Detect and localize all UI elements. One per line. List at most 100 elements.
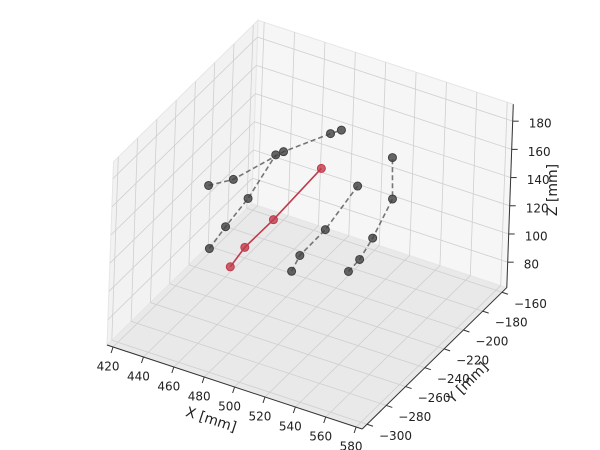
grid-line <box>378 62 387 246</box>
x-tick <box>201 376 205 384</box>
y-tick-label: −300 <box>379 429 412 443</box>
grid-line <box>253 149 509 235</box>
panes <box>106 19 514 430</box>
point <box>320 225 330 235</box>
point <box>343 266 353 276</box>
x-tick-label: 480 <box>188 390 211 404</box>
grid-line <box>130 321 387 406</box>
point <box>295 250 305 260</box>
y-tick <box>386 404 393 408</box>
point <box>225 262 235 272</box>
grid-line <box>169 100 177 284</box>
grid-line <box>227 226 483 312</box>
grid-line <box>257 22 265 206</box>
point <box>316 163 326 173</box>
grid-line <box>246 207 503 293</box>
grid-line <box>256 64 512 150</box>
grid-line <box>207 62 216 246</box>
grid-line <box>287 32 295 216</box>
point <box>388 194 398 204</box>
series-line <box>290 185 359 272</box>
z-axis-line <box>506 104 514 288</box>
point <box>271 150 281 160</box>
series-line <box>208 154 277 250</box>
z-tick-label: 120 <box>526 201 549 215</box>
grid-line <box>252 177 508 263</box>
grid-line <box>149 119 158 303</box>
point <box>387 153 397 163</box>
grid-line <box>439 82 447 266</box>
x-tick <box>323 416 327 424</box>
y-tick-label: −260 <box>418 391 451 405</box>
point <box>221 222 231 232</box>
y-tick-label: −180 <box>495 316 528 330</box>
grid-line <box>150 302 406 387</box>
point <box>204 244 214 254</box>
x-tick <box>262 396 266 404</box>
x-tick <box>110 346 114 354</box>
point <box>228 174 238 184</box>
point <box>240 242 250 252</box>
x-tick <box>353 426 357 434</box>
y-tick <box>443 348 451 352</box>
y-tick <box>463 329 470 333</box>
grid-line <box>255 93 511 178</box>
grid-line <box>208 245 464 331</box>
point <box>326 129 336 139</box>
series-line <box>229 167 322 268</box>
y-tick-label: −220 <box>456 353 489 367</box>
grid-line <box>111 156 119 341</box>
grid-line <box>108 149 254 292</box>
x-tick <box>140 356 144 364</box>
y-tick <box>482 310 489 314</box>
z-tick-label: 180 <box>529 117 552 131</box>
y-tick <box>424 367 432 371</box>
x-tick <box>171 366 175 374</box>
grid-line <box>130 138 138 322</box>
x-tick-label: 540 <box>279 420 302 434</box>
grid-line <box>188 81 196 265</box>
point <box>268 215 278 225</box>
x-tick-label: 520 <box>249 410 272 424</box>
point <box>336 125 346 135</box>
grid-line <box>500 102 508 286</box>
y-tick <box>405 386 412 390</box>
grid-line <box>246 24 254 209</box>
grid-line <box>111 65 257 208</box>
point <box>368 233 378 243</box>
x-tick <box>232 386 236 394</box>
x-tick-label: 440 <box>127 370 150 384</box>
grid-line <box>112 36 258 179</box>
z-tick-label: 140 <box>527 173 550 187</box>
grid-line <box>469 92 478 276</box>
y-tick <box>366 423 374 427</box>
y-tick-label: −280 <box>398 410 431 424</box>
y-axis-line <box>361 287 508 430</box>
point <box>287 266 297 276</box>
grid-line <box>169 283 425 369</box>
grid-line <box>109 121 255 264</box>
point <box>355 254 365 264</box>
grid-line <box>188 264 445 350</box>
grid-line <box>110 93 256 236</box>
grid-line <box>318 42 326 226</box>
x-axis-line <box>106 344 363 430</box>
z-axis-label: Z [mm] <box>545 164 561 216</box>
grid-line <box>348 52 356 236</box>
grid-line <box>254 121 510 207</box>
point <box>279 147 289 157</box>
grid-line <box>257 36 513 122</box>
x-tick-label: 560 <box>309 430 332 444</box>
point <box>353 181 363 191</box>
z-tick-label: 80 <box>524 258 539 272</box>
x-tick-label: 420 <box>97 360 120 374</box>
x-tick <box>292 406 296 414</box>
point <box>243 193 253 203</box>
x-tick-label: 580 <box>340 440 363 450</box>
y-tick-label: −160 <box>514 297 547 311</box>
y-tick-label: −240 <box>437 372 470 386</box>
z-tick-label: 100 <box>525 229 548 243</box>
grid-line <box>409 72 417 256</box>
point <box>204 180 214 190</box>
